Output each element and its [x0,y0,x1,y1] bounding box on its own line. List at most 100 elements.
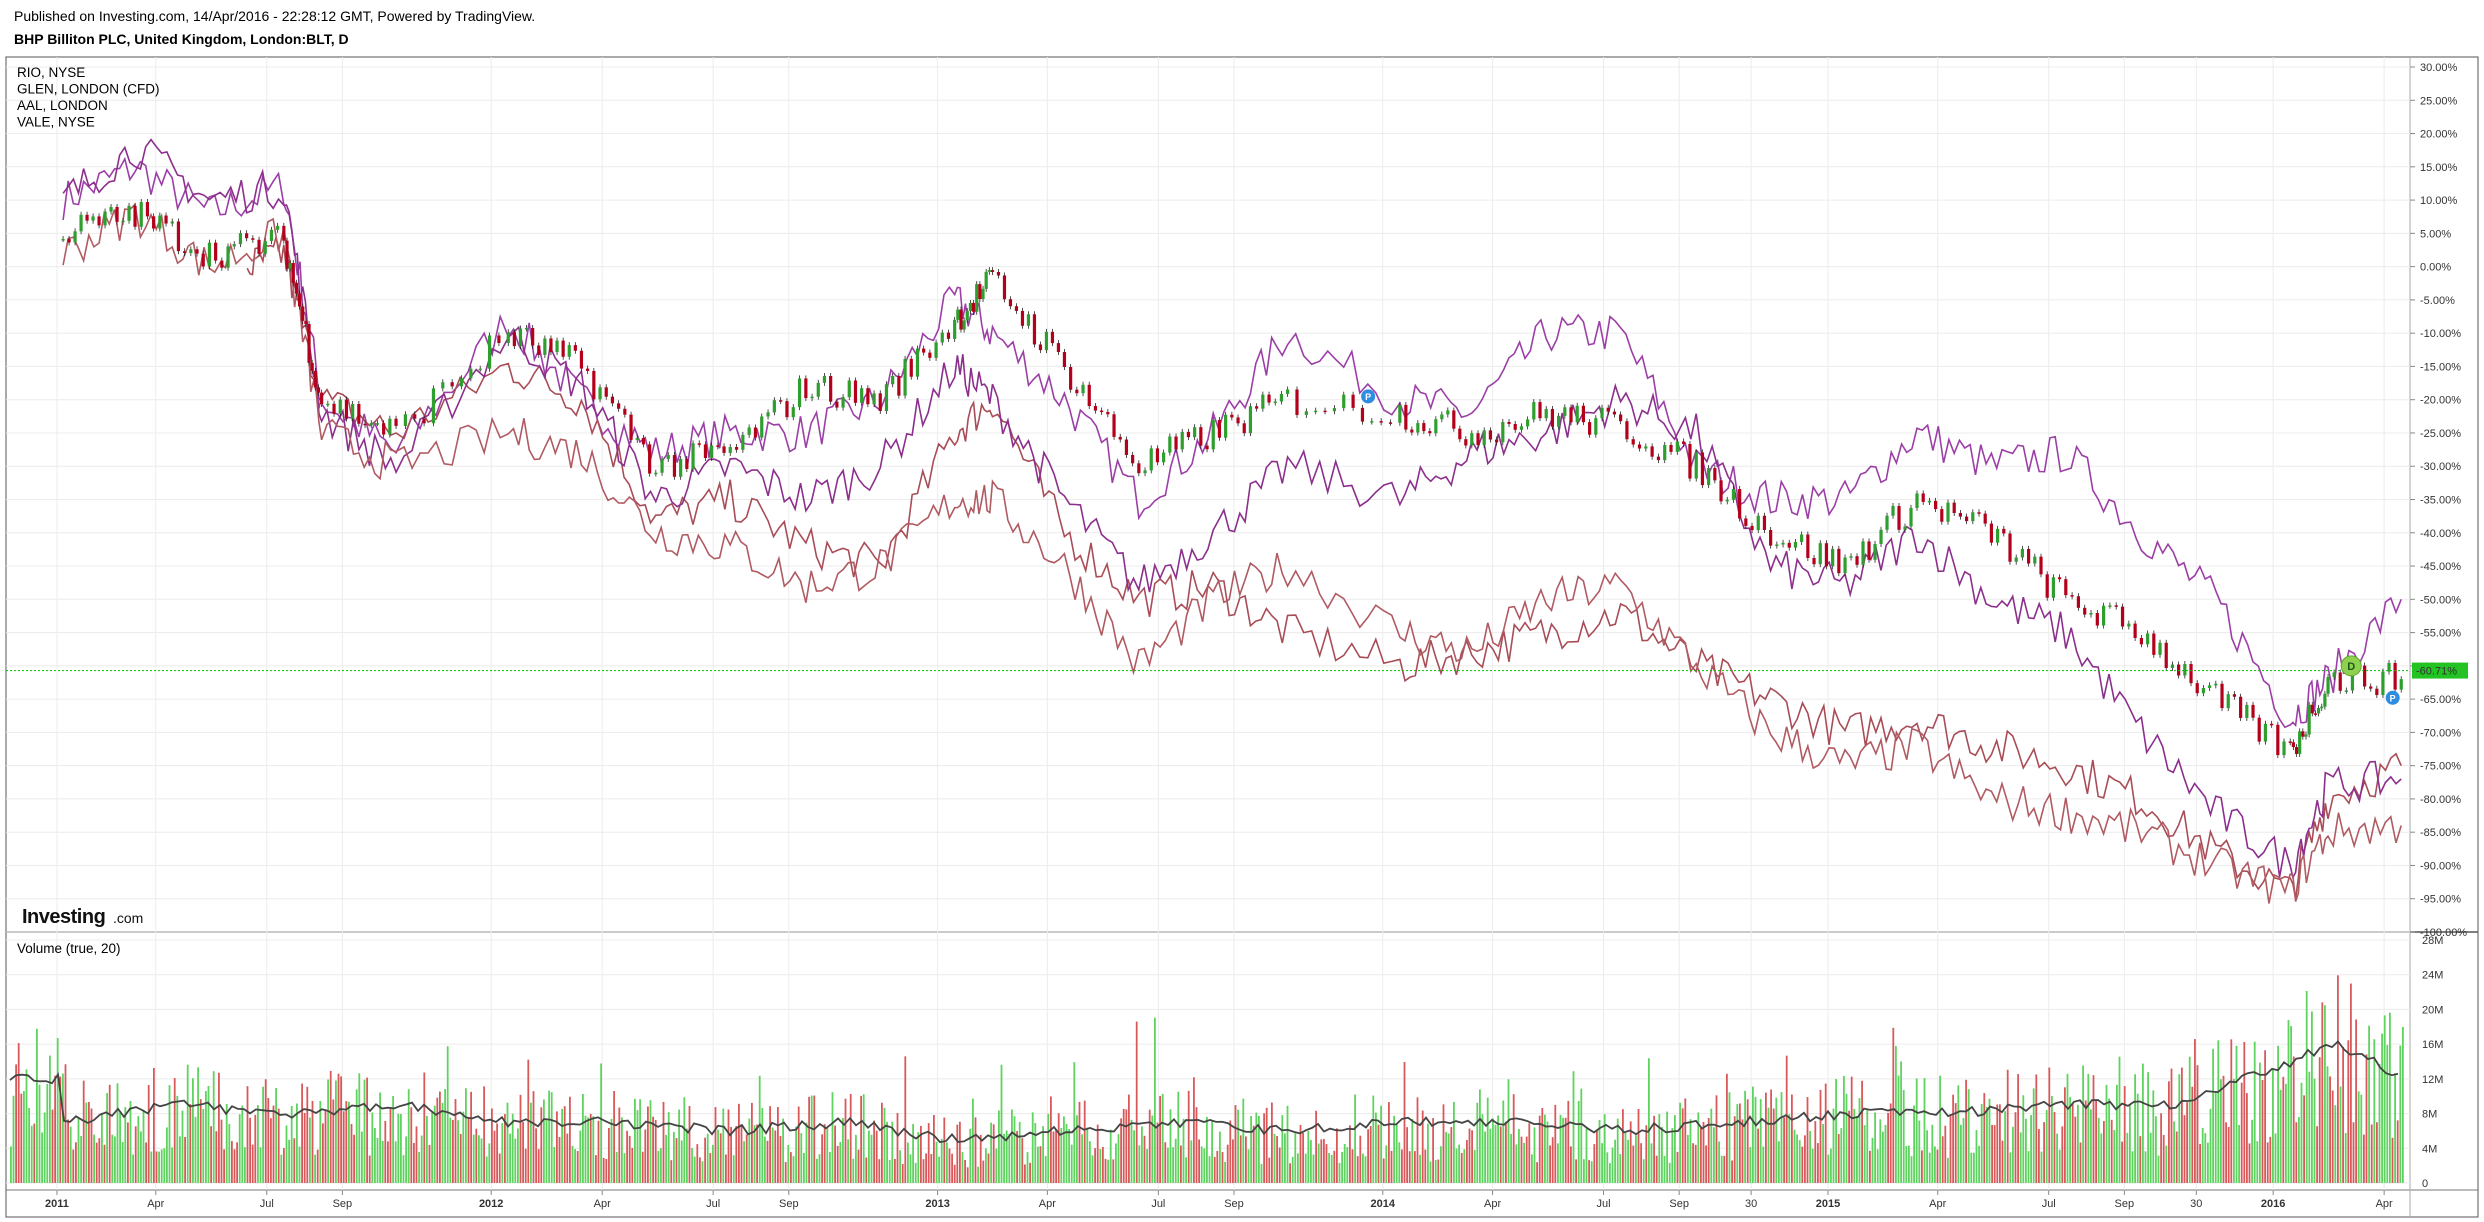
volume-bar [462,1111,465,1183]
legend-item[interactable]: AAL, LONDON [17,98,108,113]
candle [388,418,392,435]
volume-bar [314,1154,316,1183]
volume-bar [2225,1122,2227,1183]
legend-item[interactable]: VALE, NYSE [17,115,95,130]
volume-bar [62,1073,64,1183]
volume-bar [771,1127,774,1183]
volume-bar [332,1099,335,1183]
volume-bar [1876,1149,1879,1183]
candle [962,320,966,330]
candle [382,423,386,435]
volume-bar [1546,1121,1549,1183]
volume-bar [303,1112,306,1183]
volume-bar [1388,1102,1390,1183]
volume-bar [270,1118,272,1183]
volume-bar [1203,1148,1206,1183]
volume-bar [1242,1098,1245,1183]
series-line-vale [62,202,2402,904]
volume-bar [449,1117,452,1183]
volume-bar [2207,1142,2209,1183]
volume-bar [777,1107,779,1183]
volume-bar [860,1095,862,1183]
volume-bar [249,1117,251,1183]
volume-bar [132,1154,134,1183]
volume-bar [2259,1062,2261,1183]
candle [2344,690,2348,692]
volume-bar [1653,1115,1655,1183]
volume-bar [576,1150,579,1183]
volume-bar [197,1067,199,1183]
volume-bar [498,1153,501,1183]
volume-bar [1026,1152,1029,1183]
candle [1793,542,1798,548]
volume-bar [2175,1131,2178,1183]
y-tick-label: -90.00% [2420,860,2461,872]
p-marker[interactable] [1361,389,1376,404]
volume-bar [550,1092,553,1183]
legend-item[interactable]: GLEN, LONDON (CFD) [17,82,160,97]
candle [1008,299,1013,307]
volume-bar [1832,1108,1835,1183]
candle [1446,410,1450,415]
volume-bar [1047,1113,1050,1183]
volume-bar [1822,1123,1824,1183]
candle [1996,528,2000,543]
volume-bar [1286,1105,1289,1183]
candle [2189,663,2193,684]
volume-bar [1320,1139,1323,1183]
volume-bar [72,1149,75,1183]
volume-bar [389,1107,392,1183]
legend-item[interactable]: RIO, NYSE [17,65,85,80]
volume-bar [1655,1155,1658,1183]
candle [2304,734,2308,737]
p-marker[interactable] [2385,690,2400,705]
candle [816,382,820,397]
candle [841,397,845,408]
candle [1781,542,1785,545]
y-tick-label: -65.00% [2420,694,2461,706]
volume-bar [1315,1110,1317,1183]
volume-bar [394,1141,397,1183]
candle [604,387,608,397]
y-tick-label: 5.00% [2420,228,2451,240]
volume-bar [764,1136,766,1183]
volume-bar [119,1112,121,1183]
volume-bar [1016,1131,1018,1183]
volume-bar [1510,1133,1512,1183]
volume-bar [407,1089,410,1183]
volume-bar [1167,1147,1169,1183]
candle [2120,606,2125,627]
volume-bar [844,1098,847,1183]
volume-bar [1549,1145,1551,1183]
volume-bar [1848,1110,1850,1183]
volume-bar [600,1063,602,1183]
candle [722,446,726,453]
candle [91,216,95,221]
candle [1026,314,1031,326]
volume-bar [1172,1147,1174,1183]
volume-bar [17,1043,20,1183]
volume-bar [1200,1146,1203,1183]
candle [987,270,991,272]
x-tick-label: Sep [2115,1198,2135,1210]
volume-bar [881,1102,883,1183]
volume-bar [387,1141,389,1183]
volume-bar [1232,1139,1234,1183]
volume-bar [1159,1096,1161,1183]
volume-bar [2201,1127,2204,1183]
volume-bar [233,1149,236,1183]
volume-bar [2376,1122,2378,1183]
volume-bar [1484,1131,1486,1183]
volume-bar [1330,1155,1333,1183]
volume-bar [2149,1132,2152,1183]
volume-bar [12,1095,15,1183]
volume-bar [927,1123,930,1183]
volume-bar [259,1147,262,1183]
candle [672,455,677,477]
volume-bar [566,1133,569,1183]
candle [1162,452,1166,463]
volume-bar [1401,1149,1403,1183]
dividend-marker[interactable] [2340,655,2362,677]
volume-bar [179,1136,181,1183]
